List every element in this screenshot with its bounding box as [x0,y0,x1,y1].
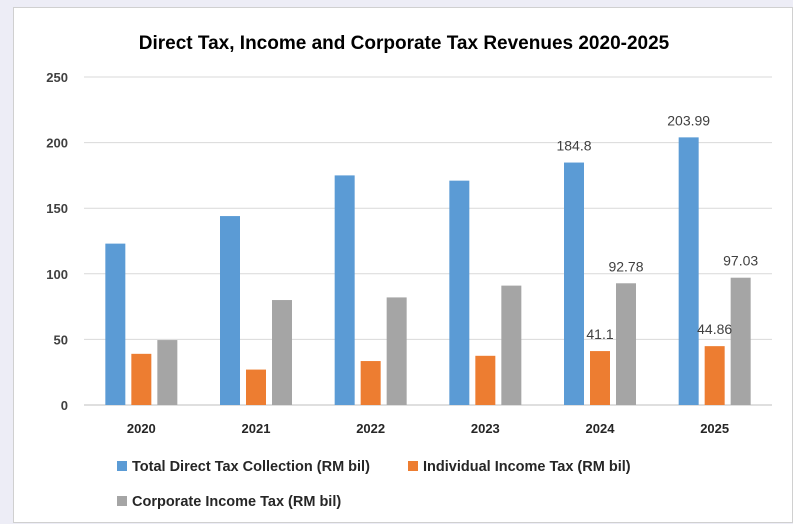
legend-swatch [117,496,127,506]
data-label: 41.1 [586,326,613,342]
data-label: 203.99 [667,112,710,128]
bar-2-2025 [704,346,725,405]
bar-3-2021 [272,300,292,405]
x-tick-label: 2022 [356,421,385,436]
bars [105,137,751,406]
bar-1-2025 [678,137,699,406]
x-tick-label: 2023 [471,421,500,436]
bar-2-2022 [360,361,381,405]
data-label: 97.03 [723,253,758,269]
y-tick-label: 100 [46,267,68,282]
chart-title: Direct Tax, Income and Corporate Tax Rev… [139,33,670,54]
legend-entry: Individual Income Tax (RM bil) [423,459,631,475]
legend-swatch [408,461,418,471]
legend-entry: Corporate Income Tax (RM bil) [132,494,341,510]
y-tick-label: 200 [46,136,68,151]
y-tick-label: 50 [54,332,68,347]
bar-1-2024 [564,162,584,405]
data-label: 44.86 [697,321,732,337]
data-label: 92.78 [608,258,643,274]
x-axis-ticks: 2020 2021 2022 2023 2024 2025 [127,421,729,436]
y-tick-label: 150 [46,201,68,216]
y-tick-label: 250 [46,70,68,85]
legend-entry: Total Direct Tax Collection (RM bil) [132,459,370,475]
bar-3-2025 [730,277,751,405]
bar-2-2023 [475,355,496,405]
x-tick-label: 2025 [700,421,729,436]
bar-1-2023 [449,180,470,405]
x-tick-label: 2020 [127,421,156,436]
bar-chart: Direct Tax, Income and Corporate Tax Rev… [46,33,772,510]
y-tick-label: 0 [61,398,68,413]
legend-swatch [117,461,127,471]
gridlines [84,76,772,406]
x-tick-label: 2021 [242,421,271,436]
bar-1-2022 [334,175,355,405]
bar-3-2024 [616,283,636,405]
bar-3-2020 [157,340,178,405]
bar-2-2020 [131,353,152,405]
legend: Total Direct Tax Collection (RM bil) Indi… [117,459,631,510]
chart-frame: Direct Tax, Income and Corporate Tax Rev… [13,7,793,523]
bar-3-2022 [386,297,407,405]
bar-2-2021 [246,369,266,405]
data-labels: 184.8 41.1 92.78 203.99 44.86 97.03 [556,112,758,342]
x-tick-label: 2024 [586,421,616,436]
bar-1-2021 [220,216,240,405]
data-label: 184.8 [556,138,591,154]
y-axis-ticks: 0 50 100 150 200 250 [46,70,68,413]
bar-1-2020 [105,243,126,405]
bar-2-2024 [590,351,610,405]
bar-3-2023 [501,285,522,405]
